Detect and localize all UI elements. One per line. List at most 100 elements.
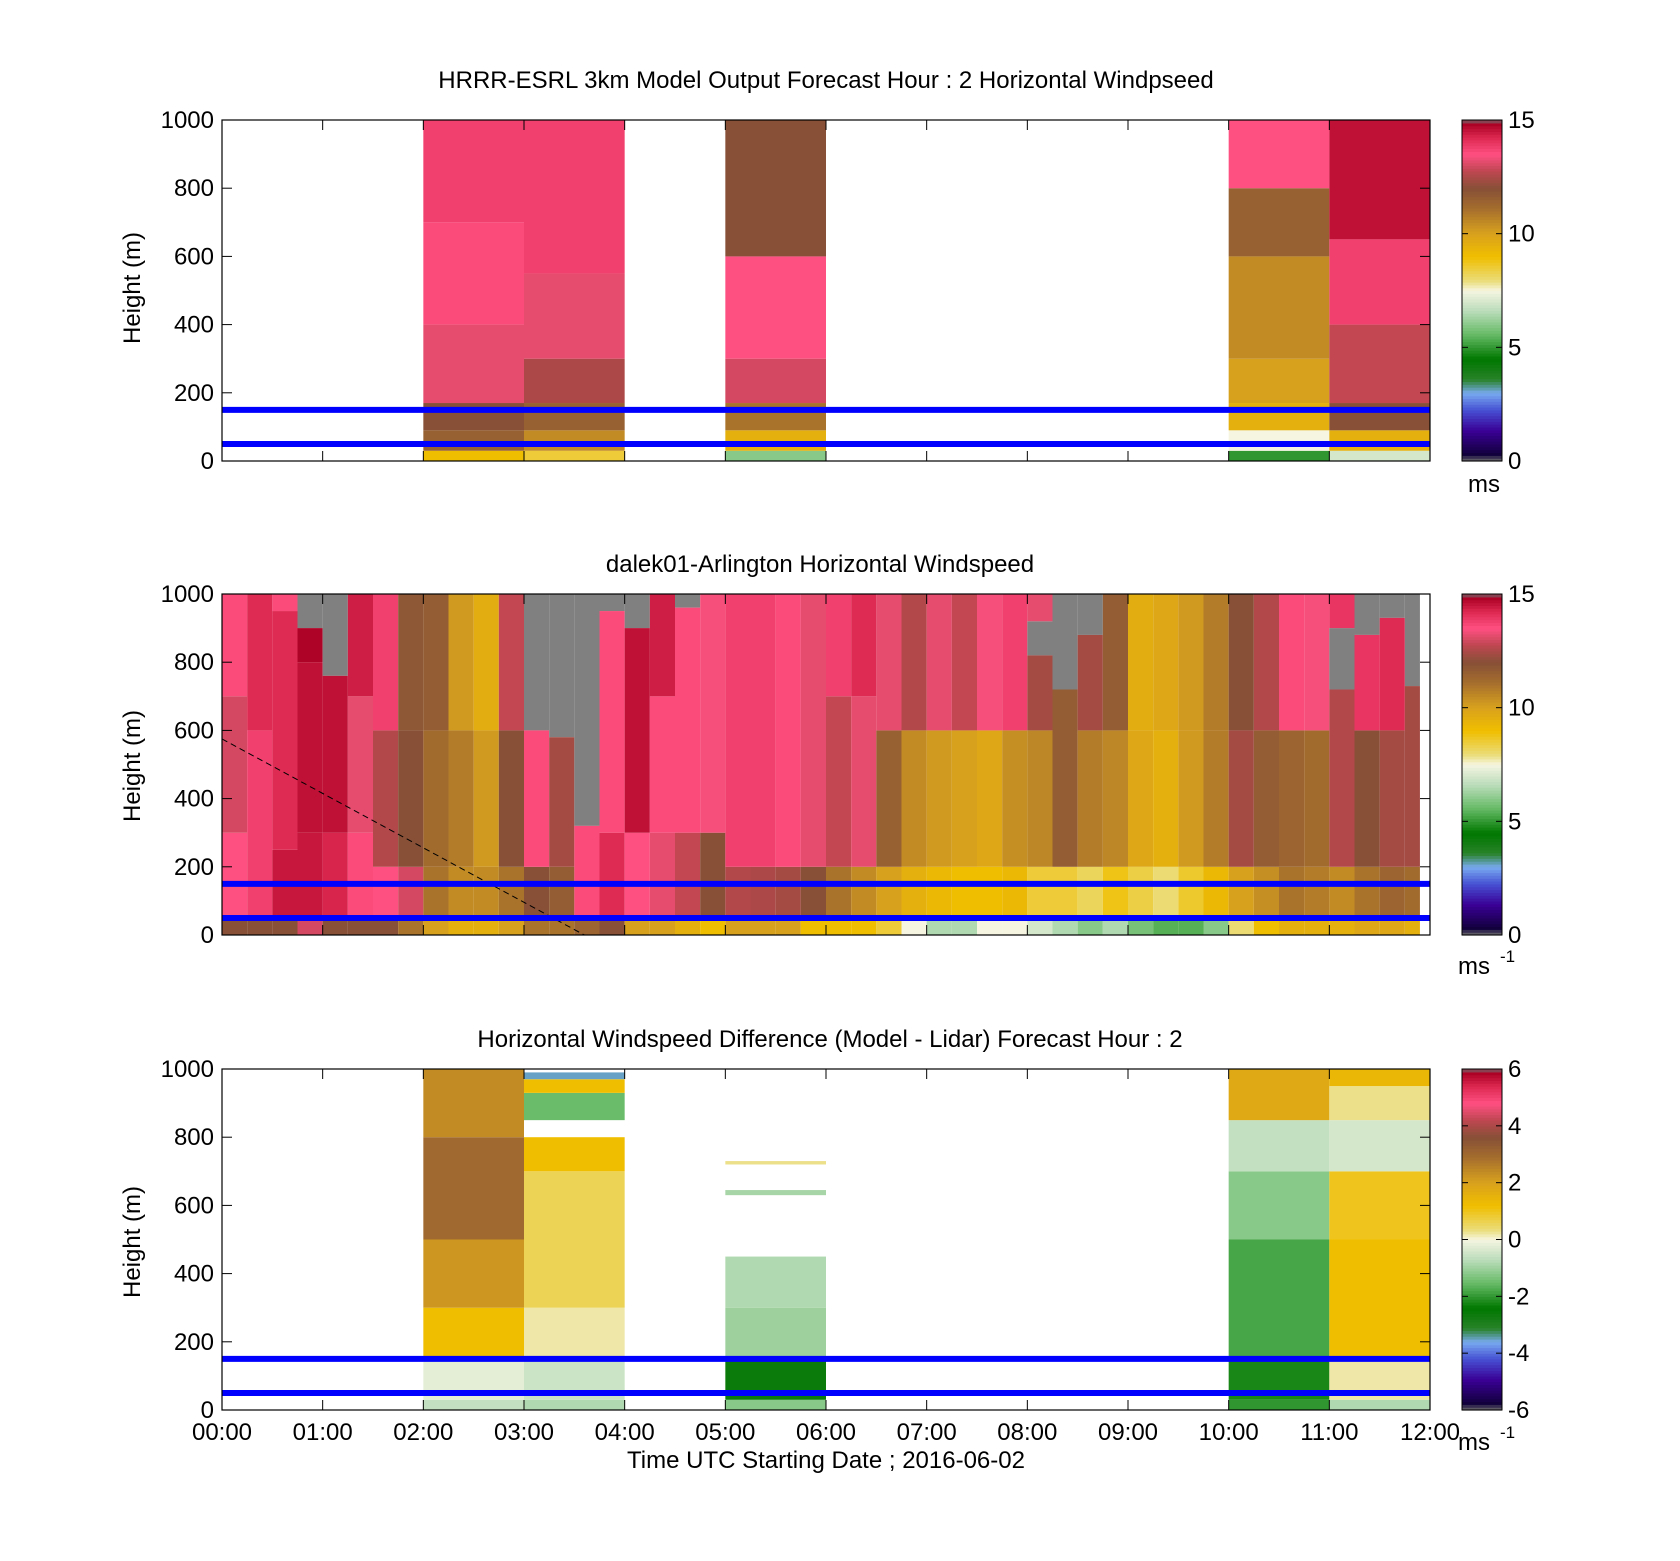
colorbar-segment [1462,858,1502,862]
heatmap-cell [1228,1239,1330,1359]
colorbar-segment [1462,710,1502,714]
colorbar-segment [1462,148,1502,152]
colorbar-segment [1462,1179,1502,1184]
colorbar-segment [1462,424,1502,428]
colorbar-segment [1462,792,1502,797]
colorbar-segment [1462,426,1502,431]
colorbar-segment [1462,665,1502,669]
heatmap-cell [448,866,474,918]
colorbar-segment [1462,1137,1502,1141]
colorbar-segment [1462,412,1502,417]
heatmap-cell [901,594,927,731]
y-axis-label: Height (m) [119,710,146,822]
heatmap-cell [725,1256,826,1308]
colorbar-segment [1462,1282,1502,1286]
colorbar-segment [1462,284,1502,289]
colorbar-segment [1462,1313,1502,1317]
colorbar-segment [1462,1299,1502,1303]
colorbar-unit-exponent: -1 [1500,1423,1515,1442]
colorbar-segment [1462,801,1502,805]
colorbar-segment [1462,787,1502,791]
heatmap-cell [1203,730,1229,867]
colorbar-segment [1462,775,1502,780]
colorbar-segment [1462,704,1502,709]
colorbar-segment [1462,142,1502,147]
colorbar-segment [1462,344,1502,348]
heatmap-cell [851,594,877,697]
colorbar-segment [1462,784,1502,788]
y-axis-label: Height (m) [119,232,146,344]
colorbar-segment [1462,673,1502,678]
heatmap-cell [977,866,1003,918]
colorbar-segment [1462,1404,1502,1408]
heatmap-cell [725,1307,826,1359]
colorbar-segment [1462,389,1502,394]
missing-data-cell [1379,594,1405,618]
colorbar-segment [1462,667,1502,672]
heatmap-cell [297,628,323,663]
colorbar-segment [1462,296,1502,300]
colorbar-segment [1462,1407,1502,1411]
colorbar-segment [1462,642,1502,646]
colorbar-segment [1462,878,1502,882]
heatmap-cell [423,324,524,404]
colorbar-segment [1462,276,1502,280]
colorbar-segment [1462,1333,1502,1337]
colorbar-segment [1462,841,1502,845]
dashed-boundary-line [221,738,585,936]
colorbar-segment [1462,778,1502,783]
heatmap-cell [423,1399,524,1410]
colorbar-segment [1462,1233,1502,1238]
heatmap-cell [1203,866,1229,918]
colorbar-segment [1462,239,1502,243]
colorbar-segment [1462,682,1502,686]
heatmap-cell [398,917,424,935]
colorbar-segment [1462,378,1502,383]
x-tick-label: 07:00 [897,1419,957,1446]
heatmap-cell [1228,358,1330,404]
heatmap-cell [1203,917,1229,935]
heatmap-cell [1329,866,1355,918]
heatmap-cell [524,120,625,274]
colorbar-tick-label: -6 [1508,1397,1529,1424]
colorbar-segment [1462,693,1502,697]
heatmap-cell [1153,730,1179,867]
colorbar-segment [1462,1267,1502,1272]
heatmap-cell [599,611,625,833]
colorbar-segment [1462,165,1502,169]
colorbar-segment [1462,1088,1502,1093]
heatmap-cell [901,730,927,867]
colorbar-segment [1462,838,1502,842]
colorbar-segment [1462,395,1502,400]
colorbar-segment [1462,738,1502,743]
colorbar-segment [1462,131,1502,135]
colorbar-segment [1462,1225,1502,1229]
colorbar-segment [1462,435,1502,439]
colorbar-segment [1462,900,1502,905]
colorbar-segment [1462,829,1502,834]
colorbar-segment [1462,1330,1502,1334]
colorbar-segment [1462,173,1502,178]
y-tick-label: 400 [174,1261,214,1288]
heatmap-cell [549,737,575,867]
colorbar-segment [1462,1191,1502,1195]
colorbar-segment [1462,1080,1502,1084]
heatmap-cell [1027,730,1053,867]
colorbar-segment [1462,733,1502,737]
missing-data-cell [624,594,650,629]
colorbar-segment [1462,713,1502,717]
colorbar-segment [1462,659,1502,663]
missing-data-cell [524,594,550,731]
heatmap-cell [373,917,399,935]
colorbar-tick-label: 0 [1508,1227,1521,1254]
heatmap-cell [1178,866,1204,918]
y-tick-label: 200 [174,380,214,407]
colorbar-segment [1462,242,1502,246]
colorbar-segment [1462,1134,1502,1138]
x-tick-label: 05:00 [695,1419,755,1446]
colorbar-segment [1462,233,1502,238]
colorbar-segment [1462,645,1502,649]
colorbar-segment [1462,1378,1502,1383]
heatmap-cell [977,917,1003,935]
colorbar-segment [1462,821,1502,825]
